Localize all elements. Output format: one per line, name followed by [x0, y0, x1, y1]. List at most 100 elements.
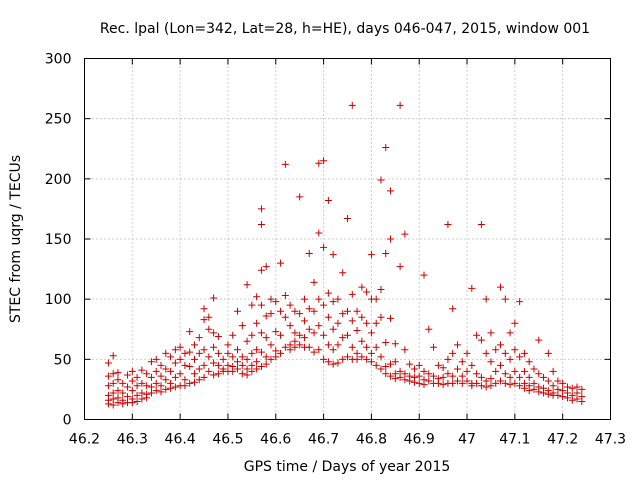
data-point: [458, 358, 466, 366]
data-point: [171, 383, 179, 391]
data-point: [477, 336, 485, 344]
data-point: [554, 377, 562, 385]
data-point: [468, 361, 476, 369]
data-point: [410, 365, 418, 373]
plot-frame: [84, 58, 611, 420]
data-point: [544, 377, 552, 385]
data-point: [267, 295, 275, 303]
data-point: [540, 373, 548, 381]
data-point: [396, 373, 404, 381]
data-point: [104, 382, 112, 390]
data-point: [272, 353, 280, 361]
x-tick-label: 47.1: [499, 432, 530, 448]
data-point: [162, 385, 170, 393]
data-point: [214, 370, 222, 378]
data-point: [425, 377, 433, 385]
data-point: [296, 310, 304, 318]
data-point: [300, 317, 308, 325]
data-point: [549, 382, 557, 390]
data-point: [482, 383, 490, 391]
data-point: [468, 284, 476, 292]
x-tick-label: 47: [458, 432, 476, 448]
data-point: [377, 286, 385, 294]
data-point: [391, 340, 399, 348]
x-axis-label: GPS time / Days of year 2015: [244, 459, 451, 475]
data-point: [387, 235, 395, 243]
data-point: [195, 349, 203, 357]
data-point: [109, 352, 117, 360]
data-point: [367, 251, 375, 259]
data-point: [190, 355, 198, 363]
data-point: [420, 271, 428, 279]
data-point: [138, 379, 146, 387]
data-point: [238, 370, 246, 378]
data-point: [152, 355, 160, 363]
data-point: [544, 349, 552, 357]
data-point: [367, 358, 375, 366]
data-point: [176, 370, 184, 378]
data-point: [501, 370, 509, 378]
data-point: [119, 400, 127, 408]
data-point: [190, 341, 198, 349]
data-point: [382, 363, 390, 371]
data-point: [104, 372, 112, 380]
data-point: [277, 307, 285, 315]
data-point: [497, 283, 505, 291]
data-point: [195, 334, 203, 342]
data-point: [234, 307, 242, 315]
data-point: [563, 394, 571, 402]
data-point: [310, 348, 318, 356]
data-point: [262, 353, 270, 361]
data-point: [406, 377, 414, 385]
data-point: [181, 382, 189, 390]
data-point: [210, 371, 218, 379]
data-point: [492, 379, 500, 387]
data-point: [200, 361, 208, 369]
data-point: [281, 343, 289, 351]
data-point: [310, 278, 318, 286]
data-point: [520, 367, 528, 375]
data-point: [487, 358, 495, 366]
data-point: [463, 377, 471, 385]
x-tick-label: 46.5: [212, 432, 243, 448]
y-tick-label: 50: [54, 352, 72, 368]
data-point: [530, 365, 538, 373]
data-point: [387, 314, 395, 322]
data-point: [387, 187, 395, 195]
data-point: [482, 349, 490, 357]
data-point: [152, 387, 160, 395]
data-point: [377, 353, 385, 361]
data-point: [420, 367, 428, 375]
data-point: [229, 353, 237, 361]
data-point: [525, 358, 533, 366]
x-tick-label: 46.8: [356, 432, 387, 448]
data-point: [487, 329, 495, 337]
data-point: [549, 367, 557, 375]
data-point: [559, 379, 567, 387]
data-point: [133, 397, 141, 405]
data-point: [439, 381, 447, 389]
data-point: [253, 358, 261, 366]
data-point: [578, 397, 586, 405]
data-point: [391, 358, 399, 366]
data-point: [430, 372, 438, 380]
data-point: [387, 360, 395, 368]
x-tick-labels: 46.2 46.3 46.4 46.5 46.6 46.7 46.8 46.9 47 47.1 47…: [69, 432, 626, 448]
data-point: [320, 301, 328, 309]
data-point: [190, 378, 198, 386]
data-point: [133, 373, 141, 381]
data-point: [262, 263, 270, 271]
data-point: [439, 373, 447, 381]
data-point: [162, 349, 170, 357]
data-point: [377, 365, 385, 373]
x-tick-label: 46.3: [117, 432, 148, 448]
data-point: [210, 329, 218, 337]
data-point: [401, 230, 409, 238]
data-point: [176, 343, 184, 351]
data-point: [138, 389, 146, 397]
data-point: [291, 343, 299, 351]
data-point: [372, 319, 380, 327]
x-tick-label: 47.3: [595, 432, 626, 448]
data-point: [530, 385, 538, 393]
